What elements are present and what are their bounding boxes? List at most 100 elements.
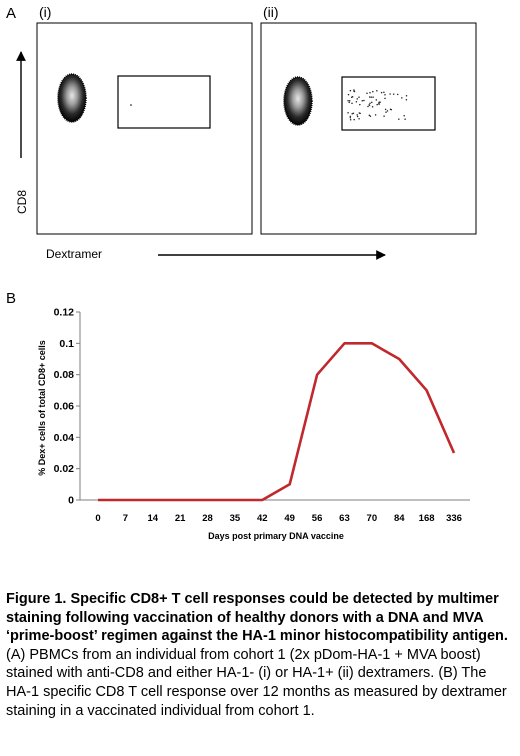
chart-x-tick-label: 7 [123, 513, 128, 524]
chart-y-axis-label: % Dex+ cells of total CD8+ cells [37, 340, 47, 476]
gate-event-dot [368, 96, 371, 98]
gate-event-dot [371, 106, 374, 108]
chart-x-tick-label: 21 [175, 513, 186, 524]
gate-event-dot [369, 91, 371, 94]
gate-event-dot [384, 97, 386, 100]
dextramer-axis-label: Dextramer [46, 247, 102, 261]
gate-event-dot [353, 89, 355, 91]
chart-x-tick-label: 0 [95, 513, 100, 524]
gate-event-dot [356, 115, 359, 118]
gate-event-dot [401, 97, 403, 99]
gate-event-dot [366, 92, 368, 95]
chart-x-ticks: 0 7 14 21 28 35 42 49 56 63 70 84 168 336 [95, 513, 462, 524]
gate-event-dot [353, 118, 355, 121]
gate-event-dot [376, 103, 378, 106]
chart-y-tick-label: 0.12 [54, 307, 75, 319]
plot-frame-i [36, 22, 253, 235]
chart-x-tick-label: 336 [446, 513, 462, 524]
gate-event-dot [385, 111, 387, 113]
gate-event-dot [405, 98, 408, 101]
panel-a: A (i) (ii) CD8 Dextramer [6, 4, 477, 261]
gate-event-dot [349, 118, 352, 121]
gate-event-dot [389, 93, 391, 95]
cd8-axis-label: CD8 [15, 190, 29, 214]
chart-axes [79, 312, 470, 501]
gate-event-dot [130, 104, 132, 106]
chart-x-tick-label: 14 [147, 513, 158, 524]
gate-event-dot [368, 114, 371, 116]
chart-y-tick-label: 0.06 [54, 401, 75, 413]
gate-event-dot [386, 110, 389, 112]
gate-event-dot [359, 103, 361, 106]
cd8-cell-population-i [57, 73, 87, 123]
gate-event-dot [368, 104, 370, 106]
flow-plot-ii: (ii) [260, 4, 477, 235]
chart-x-tick-label: 168 [419, 513, 435, 524]
gate-event-dot [351, 102, 353, 105]
gate-event-dot [352, 112, 355, 114]
plot-frame-ii [260, 22, 477, 235]
gate-event-dot [356, 114, 358, 116]
gate-event-dot [351, 95, 354, 98]
chart-y-tick-label: 0.04 [54, 432, 75, 444]
chart-y-tick-label: 0.08 [54, 369, 75, 381]
gate-i [117, 75, 211, 129]
gate-event-dot [370, 96, 373, 98]
panel-b-label: B [6, 290, 16, 307]
gate-event-dot [379, 101, 381, 103]
gate-event-dot [347, 100, 349, 102]
gate-event-dot [348, 99, 351, 102]
gate-event-dot [371, 101, 373, 104]
gate-event-dot [358, 112, 361, 114]
gate-event-dot [369, 102, 371, 104]
gate-event-dot [389, 108, 392, 110]
gate-event-dot [355, 101, 358, 103]
gate-event-dot [349, 89, 352, 92]
gate-event-dot [392, 93, 395, 95]
gate-event-dot [374, 114, 377, 116]
panel-a-label: A [6, 5, 16, 22]
gate-event-dot [348, 101, 350, 104]
gate-ii [341, 76, 436, 131]
gate-event-dot [372, 90, 374, 93]
caption-bold-text: Figure 1. Specific CD8+ T cell responses… [6, 591, 508, 645]
gate-event-dot [356, 98, 358, 100]
gate-event-dot [347, 111, 349, 114]
chart-x-axis-label: Days post primary DNA vaccine [208, 531, 344, 541]
gate-event-dot [372, 96, 374, 98]
chart-series [98, 341, 456, 502]
gate-event-dot [358, 96, 360, 98]
gate-event-dot [349, 117, 352, 119]
chart-y-tick-label: 0 [68, 495, 74, 507]
gate-event-dot [405, 94, 408, 97]
gate-event-dot [384, 93, 386, 96]
gate-event-dot [396, 93, 399, 96]
gate-event-dot [361, 99, 364, 102]
gate-event-dot [363, 99, 365, 102]
chart-y-ticks: 0 0.02 0.04 0.06 0.08 0.1 0.12 [54, 307, 80, 507]
chart-series-line [98, 341, 456, 502]
gate-event-dot [404, 118, 406, 120]
gate-event-dot [383, 115, 385, 117]
gate-event-dot [378, 103, 380, 105]
chart-x-tick-label: 56 [312, 513, 323, 524]
figure-caption: Figure 1. Specific CD8+ T cell responses… [6, 590, 514, 720]
gate-events-i [130, 104, 132, 106]
gate-event-dot [380, 91, 383, 94]
chart-y-tick-label: 0.02 [54, 463, 75, 475]
gate-event-dot [351, 113, 353, 115]
chart-x-tick-label: 42 [257, 513, 268, 524]
cd8-cell-population-ii [283, 76, 313, 126]
subpanel-i-label: (i) [39, 4, 51, 20]
gate-event-dot [367, 105, 369, 108]
chart-y-tick-label: 0.1 [59, 338, 74, 350]
subpanel-ii-label: (ii) [263, 4, 279, 20]
gate-event-dot [376, 89, 378, 92]
gate-event-dot [403, 115, 405, 117]
gate-event-dot [398, 118, 400, 120]
gate-event-dot [358, 117, 360, 120]
chart-x-tick-label: 28 [202, 513, 213, 524]
panel-b: B % Dex+ cells of total CD8+ cells 0 0.02… [6, 290, 470, 541]
gate-event-dot [375, 99, 378, 101]
